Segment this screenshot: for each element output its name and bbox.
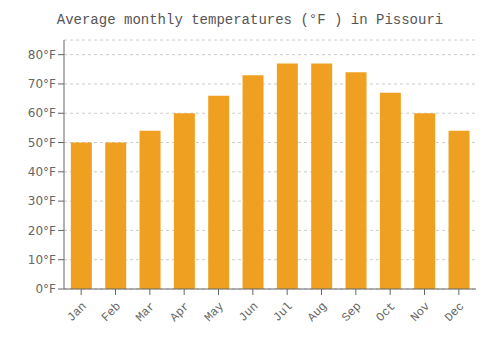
svg-text:30°F: 30°F: [28, 194, 56, 208]
svg-text:Sep: Sep: [339, 300, 364, 325]
svg-text:Apr: Apr: [167, 300, 192, 325]
svg-text:Feb: Feb: [99, 300, 124, 325]
svg-text:20°F: 20°F: [28, 224, 56, 238]
svg-text:Nov: Nov: [408, 300, 433, 325]
svg-text:Jan: Jan: [64, 300, 89, 325]
svg-text:10°F: 10°F: [28, 253, 56, 267]
svg-text:Aug: Aug: [305, 300, 330, 325]
svg-text:Oct: Oct: [373, 300, 398, 325]
svg-text:70°F: 70°F: [28, 77, 56, 91]
svg-text:Jul: Jul: [270, 300, 295, 325]
svg-text:40°F: 40°F: [28, 165, 56, 179]
svg-text:80°F: 80°F: [28, 48, 56, 62]
svg-text:60°F: 60°F: [28, 106, 56, 120]
svg-text:0°F: 0°F: [35, 282, 56, 296]
svg-text:Jun: Jun: [236, 300, 261, 325]
svg-text:Dec: Dec: [442, 300, 467, 325]
svg-text:May: May: [202, 300, 227, 325]
svg-text:50°F: 50°F: [28, 136, 56, 150]
svg-text:Mar: Mar: [133, 300, 158, 325]
html-text:Average monthly temperatures (: Average monthly temperatures (°F ) in Pi…: [56, 12, 444, 28]
